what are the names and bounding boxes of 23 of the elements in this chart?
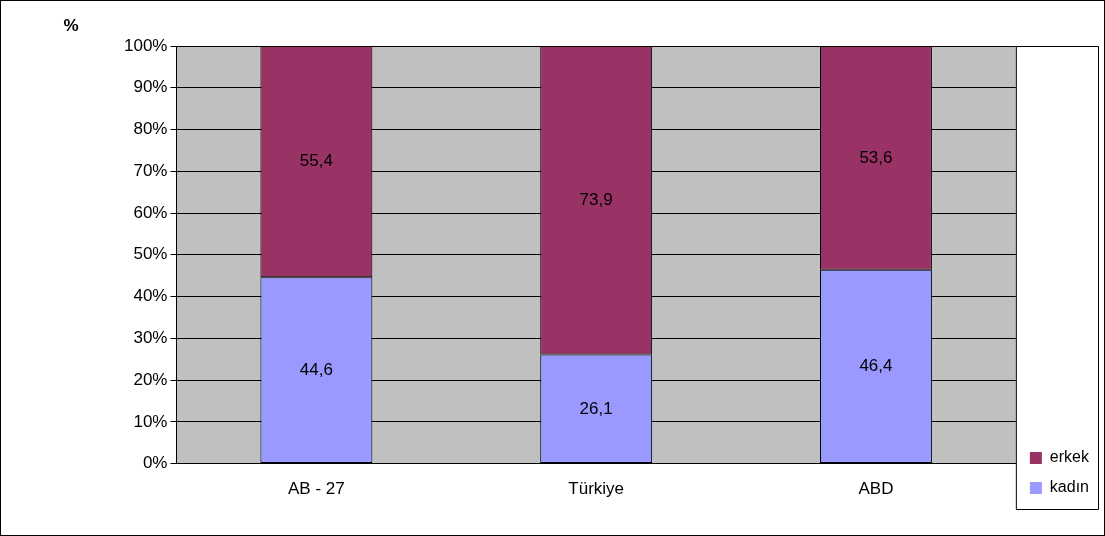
y-tick-label: 90% <box>133 77 168 97</box>
x-tick-label: Türkiye <box>568 479 625 499</box>
y-tick-label: 0% <box>142 453 168 473</box>
data-label: 46,4 <box>859 356 893 376</box>
y-tick-label: 50% <box>133 244 168 264</box>
y-tick-label: 100% <box>124 35 168 55</box>
x-tick-label: ABD <box>858 479 894 499</box>
data-label: 44,6 <box>299 359 333 379</box>
y-tick-label: 80% <box>133 119 168 139</box>
x-tick-label: AB - 27 <box>288 479 345 499</box>
data-label: 26,1 <box>579 398 613 418</box>
y-tick-label: 20% <box>133 369 168 389</box>
data-label: 55,4 <box>299 151 333 171</box>
y-tick-label: 60% <box>133 202 168 222</box>
y-tick-label: 70% <box>133 160 168 180</box>
y-tick-label: 40% <box>133 286 168 306</box>
y-axis-title: % <box>63 15 79 35</box>
legend-label: erkek <box>1049 448 1090 466</box>
data-label: 53,6 <box>859 147 893 167</box>
y-tick-label: 10% <box>133 411 168 431</box>
y-tick-label: 30% <box>133 328 168 348</box>
legend-label: kadın <box>1049 478 1089 496</box>
data-label: 73,9 <box>579 189 613 209</box>
